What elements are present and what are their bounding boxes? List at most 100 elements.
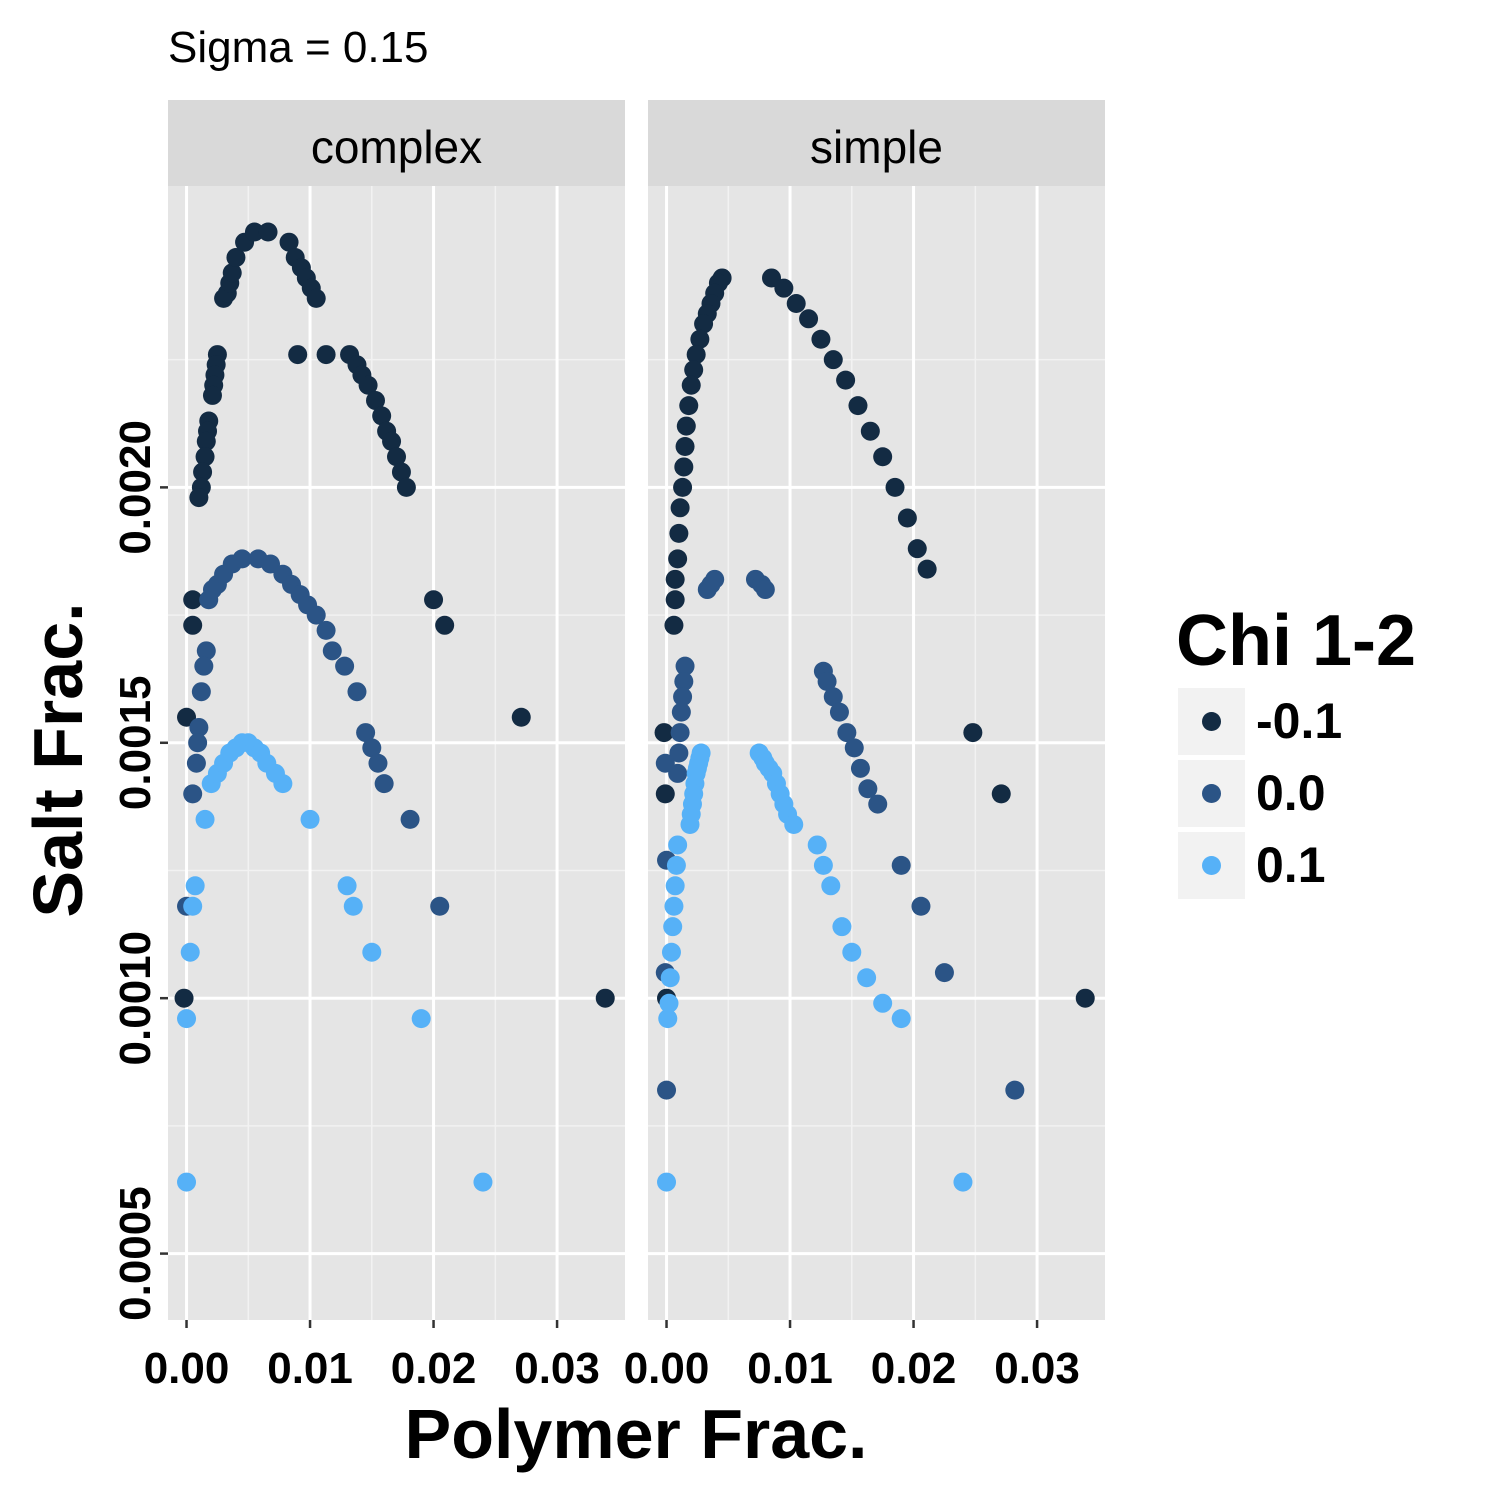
- data-point: [675, 656, 695, 676]
- data-point: [860, 421, 880, 441]
- data-point: [686, 345, 706, 365]
- facet-strip-label: simple: [810, 121, 943, 173]
- legend-entry-label: 0.0: [1256, 765, 1326, 821]
- data-point: [183, 784, 203, 804]
- y-tick-label: 0.0020: [111, 420, 160, 555]
- data-point: [202, 385, 222, 405]
- data-point: [858, 779, 878, 799]
- data-point: [343, 896, 363, 916]
- data-point: [670, 498, 690, 518]
- y-axis: 0.0005 0.0010 0.0015 0.0020: [111, 420, 168, 1321]
- facet-strip: [648, 100, 1105, 186]
- facet-panels: complex 0.00 0.01 0.02 0.03 simple 0.00 0.01 0.0…: [111, 100, 1105, 1393]
- data-point: [684, 360, 704, 380]
- data-point: [222, 263, 242, 283]
- data-point: [664, 896, 684, 916]
- data-point: [680, 815, 700, 835]
- data-point: [374, 774, 394, 794]
- data-point: [660, 968, 680, 988]
- plot-background: [168, 186, 625, 1320]
- data-point: [873, 993, 893, 1013]
- data-point: [873, 447, 893, 467]
- data-point: [387, 447, 406, 467]
- data-point: [391, 462, 411, 482]
- data-point: [690, 329, 710, 349]
- data-point: [356, 723, 376, 743]
- y-tick-label: 0.0015: [111, 675, 160, 810]
- data-point: [674, 671, 694, 691]
- data-point: [1075, 988, 1095, 1008]
- data-point: [258, 222, 278, 242]
- plot-background: [648, 186, 1105, 1320]
- data-point: [193, 462, 213, 482]
- data-point: [823, 350, 843, 370]
- x-tick-label: 0.03: [994, 1344, 1080, 1393]
- y-axis-label: Salt Frac.: [19, 602, 97, 917]
- data-point: [657, 1080, 677, 1100]
- y-tick-label: 0.0010: [111, 931, 160, 1066]
- data-point: [186, 753, 206, 773]
- data-point: [829, 702, 849, 722]
- data-point: [244, 222, 264, 242]
- data-point: [837, 723, 857, 743]
- data-point: [400, 809, 420, 829]
- data-point: [183, 615, 203, 635]
- data-point: [435, 615, 455, 635]
- data-point: [755, 580, 775, 600]
- data-point: [191, 682, 211, 702]
- data-point: [891, 855, 911, 875]
- data-point: [897, 508, 917, 528]
- data-point: [424, 590, 444, 610]
- data-point: [183, 590, 203, 610]
- data-point: [306, 605, 326, 625]
- series-chi--0.1: [654, 268, 1095, 1008]
- data-point: [368, 753, 388, 773]
- legend-entry: 0.0: [1178, 760, 1326, 827]
- data-point: [891, 1009, 911, 1029]
- chart-title: Sigma = 0.15: [168, 23, 429, 72]
- data-point: [934, 963, 954, 983]
- legend-key-dot: [1202, 784, 1221, 803]
- data-point: [676, 416, 696, 436]
- data-point: [670, 723, 690, 743]
- series-chi-0.0: [655, 569, 1025, 1100]
- y-tick-label: 0.0005: [111, 1186, 160, 1321]
- data-point: [674, 457, 694, 477]
- data-point: [963, 723, 983, 743]
- data-point: [857, 968, 877, 988]
- data-point: [669, 743, 689, 763]
- data-point: [657, 1172, 677, 1192]
- data-point: [185, 876, 205, 896]
- facet-panel-simple: simple 0.00 0.01 0.02 0.03: [624, 100, 1105, 1393]
- data-point: [836, 370, 856, 390]
- x-tick-label: 0.02: [391, 1344, 477, 1393]
- legend-entry-label: 0.1: [1256, 837, 1326, 893]
- data-point: [322, 641, 342, 661]
- data-point: [786, 293, 806, 313]
- data-point: [337, 876, 357, 896]
- data-point: [668, 549, 688, 569]
- data-point: [430, 896, 450, 916]
- data-point: [658, 1009, 678, 1029]
- data-point: [799, 309, 819, 329]
- data-point: [411, 1009, 431, 1029]
- data-point: [335, 656, 355, 676]
- data-point: [705, 569, 725, 589]
- x-tick-label: 0.00: [624, 1344, 710, 1393]
- data-point: [189, 717, 209, 737]
- data-point: [654, 723, 674, 743]
- data-point: [817, 671, 837, 691]
- data-point: [177, 1172, 197, 1192]
- data-point: [655, 784, 675, 804]
- series-chi-0.0: [177, 549, 450, 916]
- x-tick-label: 0.01: [747, 1344, 833, 1393]
- data-point: [300, 809, 320, 829]
- data-point: [807, 835, 827, 855]
- data-point: [842, 942, 862, 962]
- x-tick-label: 0.03: [514, 1344, 600, 1393]
- data-point: [288, 345, 308, 365]
- data-point: [306, 288, 326, 308]
- data-point: [372, 406, 392, 426]
- legend-entry: 0.1: [1178, 832, 1326, 899]
